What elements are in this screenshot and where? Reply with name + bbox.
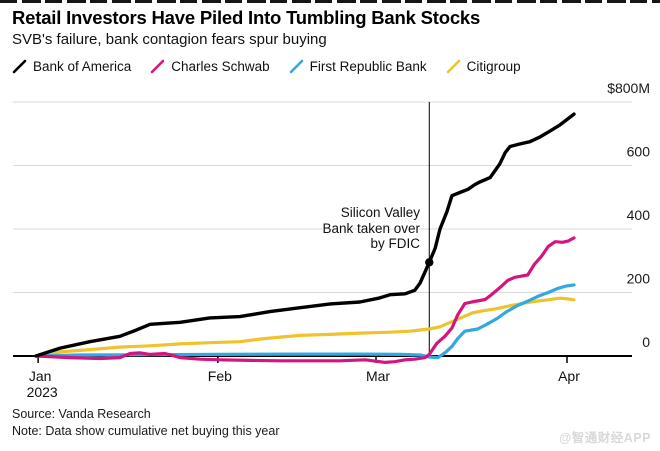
y-tick-label: 600 xyxy=(627,144,651,160)
y-tick-label: 0 xyxy=(642,334,650,350)
chart-title: Retail Investors Have Piled Into Tumblin… xyxy=(12,7,481,28)
event-annotation-line: Bank taken over xyxy=(322,220,420,236)
legend-item-bank-of-america: Bank of America xyxy=(12,59,131,74)
legend: Bank of America Charles Schwab First Repub… xyxy=(12,59,521,74)
event-dot xyxy=(425,258,434,267)
data-note: Note: Data show cumulative net buying th… xyxy=(12,424,280,438)
series-line-first-republic-bank xyxy=(34,283,576,360)
legend-line-icon xyxy=(446,59,460,74)
chart-footer: Source: Vanda Research Note: Data show c… xyxy=(12,406,280,440)
event-annotation-line: Silicon Valley xyxy=(340,205,420,220)
x-tick-label: Feb xyxy=(208,368,232,384)
chart-subtitle: SVB's failure, bank contagion fears spur… xyxy=(12,31,327,48)
y-tick-label: $800M xyxy=(607,80,650,96)
y-tick-label: 200 xyxy=(627,271,651,287)
event-annotation-line: by FDIC xyxy=(370,236,420,251)
x-tick-label: Mar xyxy=(366,368,390,384)
series-line-charles-schwab xyxy=(34,236,576,364)
x-tick-label: Apr xyxy=(558,368,580,384)
legend-item-charles-schwab: Charles Schwab xyxy=(150,59,270,74)
top-crop-strip xyxy=(0,0,660,3)
legend-item-first-republic-bank: First Republic Bank xyxy=(289,59,427,74)
legend-line-icon xyxy=(289,59,303,74)
x-tick-sublabel: 2023 xyxy=(27,384,58,400)
watermark: @智通财经APP xyxy=(559,431,651,445)
legend-line-icon xyxy=(150,59,165,74)
x-tick-label: Jan xyxy=(29,368,52,384)
legend-item-label: Bank of America xyxy=(33,59,132,74)
source-note: Source: Vanda Research xyxy=(12,407,151,421)
legend-line-icon xyxy=(12,59,27,74)
legend-item-citigroup: Citigroup xyxy=(446,59,521,74)
event-annotation: Silicon Valley Bank taken over by FDIC xyxy=(322,205,420,252)
y-tick-label: 400 xyxy=(627,207,651,223)
legend-item-label: Charles Schwab xyxy=(171,59,270,74)
legend-item-label: Citigroup xyxy=(466,59,521,74)
legend-item-label: First Republic Bank xyxy=(309,59,427,74)
